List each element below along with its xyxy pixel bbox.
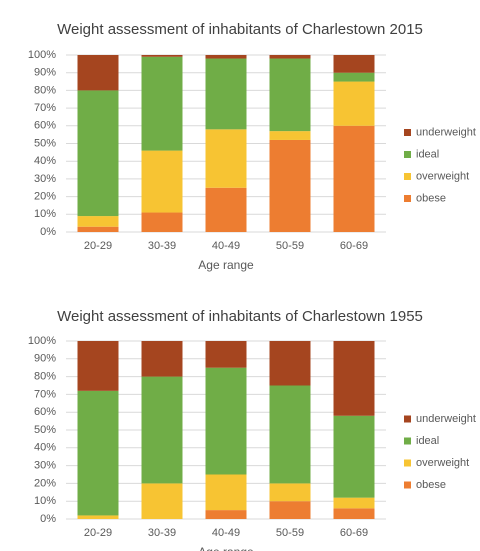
bar-segment [141,55,183,57]
bar-segment [269,483,311,502]
x-tick-label: 30-39 [148,527,176,539]
bar-segment [205,129,247,188]
y-tick-label: 30% [34,460,56,472]
bar-segment [141,56,183,151]
y-tick-label: 90% [34,67,56,79]
bar-segment [77,226,119,232]
bar-segment [333,55,375,73]
legend-label: underweight [416,413,476,425]
bar-segment [269,131,311,140]
bar-segment [77,390,119,516]
bar-segment [205,367,247,475]
legend-swatch [404,151,411,158]
y-tick-label: 40% [34,442,56,454]
legend-swatch [404,459,411,467]
y-tick-label: 0% [40,226,56,238]
bar-segment [77,55,119,91]
bar-segment [333,125,375,232]
x-tick-label: 20-29 [84,527,112,539]
y-tick-label: 100% [28,335,56,347]
legend-label: overweight [416,457,469,469]
bar-segment [333,81,375,126]
bar-segment [269,341,311,386]
legend-swatch [404,173,411,180]
bar-segment [77,216,119,227]
bar-segment [269,385,311,484]
bar-segment [333,341,375,416]
bar-segment [141,341,183,377]
y-tick-label: 50% [34,424,56,436]
bar-segment [141,483,183,519]
y-tick-label: 10% [34,208,56,220]
legend-label: ideal [416,435,439,447]
y-tick-label: 70% [34,102,56,114]
bar-segment [333,497,375,509]
y-tick-label: 90% [34,353,56,365]
y-tick-label: 80% [34,84,56,96]
y-tick-label: 80% [34,371,56,383]
bar-segment [333,415,375,498]
legend-label: overweight [416,170,469,182]
bar-segment [205,510,247,519]
legend-swatch [404,415,411,423]
bar-segment [205,55,247,59]
legend-label: underweight [416,126,476,138]
x-tick-label: 50-59 [276,240,304,252]
legend-swatch [404,437,411,445]
x-axis-title: Age range [198,545,254,551]
legend-label: obese [416,192,446,204]
bar-segment [333,508,375,519]
bar-segment [77,515,119,519]
bar-segment [77,90,119,217]
y-tick-label: 0% [40,513,56,525]
legend-label: ideal [416,148,439,160]
bar-segment [269,501,311,519]
y-tick-label: 20% [34,477,56,489]
bar-segment [269,55,311,59]
y-tick-label: 50% [34,137,56,149]
y-tick-label: 20% [34,191,56,203]
y-tick-label: 40% [34,155,56,167]
y-tick-label: 100% [28,49,56,61]
bar-segment [77,341,119,391]
bar-segment [333,72,375,82]
x-tick-label: 50-59 [276,527,304,539]
y-tick-label: 30% [34,173,56,185]
bar-segment [205,474,247,511]
chart-title: Weight assessment of inhabitants of Char… [57,308,423,325]
y-tick-label: 60% [34,406,56,418]
y-tick-label: 60% [34,120,56,132]
legend-label: obese [416,479,446,491]
legend-swatch [404,129,411,136]
bar-segment [141,212,183,232]
x-tick-label: 60-69 [340,527,368,539]
x-tick-label: 30-39 [148,240,176,252]
x-axis-title: Age range [198,258,254,272]
y-tick-label: 10% [34,495,56,507]
x-tick-label: 40-49 [212,240,240,252]
bar-segment [141,150,183,213]
y-tick-label: 70% [34,388,56,400]
bar-segment [205,187,247,232]
x-tick-label: 40-49 [212,527,240,539]
legend-swatch [404,481,411,489]
x-tick-label: 60-69 [340,240,368,252]
x-tick-label: 20-29 [84,240,112,252]
bar-segment [205,341,247,368]
legend-swatch [404,195,411,202]
bar-segment [141,376,183,484]
bar-segment [269,139,311,232]
bar-segment [269,58,311,132]
chart-title: Weight assessment of inhabitants of Char… [57,21,423,38]
bar-segment [205,58,247,130]
